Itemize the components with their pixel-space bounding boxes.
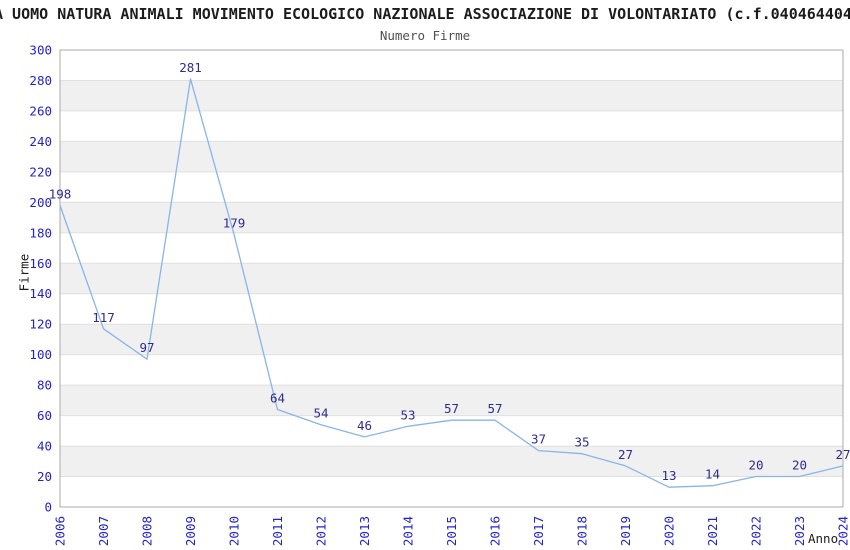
y-tick-label: 160 [29, 256, 52, 271]
x-tick-label: 2019 [618, 516, 633, 546]
x-tick-label: 2011 [270, 516, 285, 546]
point-label: 35 [574, 435, 589, 450]
point-label: 54 [313, 406, 328, 421]
point-label: 57 [487, 401, 502, 416]
y-tick-label: 260 [29, 103, 52, 118]
y-tick-label: 180 [29, 225, 52, 240]
point-label: 14 [705, 467, 720, 482]
x-tick-label: 2010 [227, 516, 242, 546]
y-tick-label: 140 [29, 286, 52, 301]
y-tick-label: 80 [37, 378, 52, 393]
x-tick-label: 2008 [140, 516, 155, 546]
x-tick-label: 2013 [357, 516, 372, 546]
point-label: 97 [139, 340, 154, 355]
x-tick-label: 2023 [792, 516, 807, 546]
grid-band [60, 324, 843, 355]
grid-band [60, 141, 843, 172]
y-tick-label: 200 [29, 195, 52, 210]
point-label: 27 [835, 447, 850, 462]
grid-band [60, 446, 843, 477]
grid-band [60, 263, 843, 294]
point-label: 20 [792, 458, 807, 473]
point-label: 53 [400, 407, 415, 422]
y-tick-label: 40 [37, 439, 52, 454]
x-tick-label: 2015 [444, 516, 459, 546]
point-label: 57 [444, 401, 459, 416]
point-label: 179 [223, 215, 246, 230]
grid-band [60, 80, 843, 111]
point-label: 37 [531, 432, 546, 447]
point-label: 198 [49, 186, 72, 201]
x-tick-label: 2014 [401, 516, 416, 546]
y-tick-label: 60 [37, 408, 52, 423]
x-tick-label: 2024 [836, 516, 850, 546]
x-tick-label: 2007 [96, 516, 111, 546]
x-tick-label: 2017 [531, 516, 546, 546]
y-tick-label: 240 [29, 134, 52, 149]
point-label: 13 [661, 468, 676, 483]
x-tick-label: 2022 [749, 516, 764, 546]
point-label: 20 [748, 458, 763, 473]
x-tick-label: 2016 [488, 516, 503, 546]
x-tick-label: 2021 [705, 516, 720, 546]
point-label: 46 [357, 418, 372, 433]
point-label: 64 [270, 391, 285, 406]
y-tick-label: 120 [29, 317, 52, 332]
y-tick-label: 100 [29, 347, 52, 362]
grid-band [60, 202, 843, 233]
y-tick-label: 280 [29, 73, 52, 88]
x-tick-label: 2012 [314, 516, 329, 546]
point-label: 27 [618, 447, 633, 462]
y-tick-label: 220 [29, 164, 52, 179]
x-tick-label: 2018 [575, 516, 590, 546]
point-label: 281 [179, 60, 202, 75]
x-tick-label: 2006 [53, 516, 68, 546]
x-tick-label: 2020 [662, 516, 677, 546]
x-axis-title: Anno [808, 531, 839, 546]
chart-title: A UOMO NATURA ANIMALI MOVIMENTO ECOLOGIC… [0, 5, 850, 23]
y-tick-label: 20 [37, 469, 52, 484]
chart-subtitle: Numero Firme [379, 28, 471, 43]
plot-border [59, 49, 844, 508]
x-tick-label: 2009 [183, 516, 198, 546]
grid-band [60, 385, 843, 416]
y-tick-label: 300 [29, 43, 52, 58]
data-line [59, 78, 844, 488]
point-label: 117 [92, 310, 115, 325]
y-tick-label: 0 [44, 500, 52, 515]
